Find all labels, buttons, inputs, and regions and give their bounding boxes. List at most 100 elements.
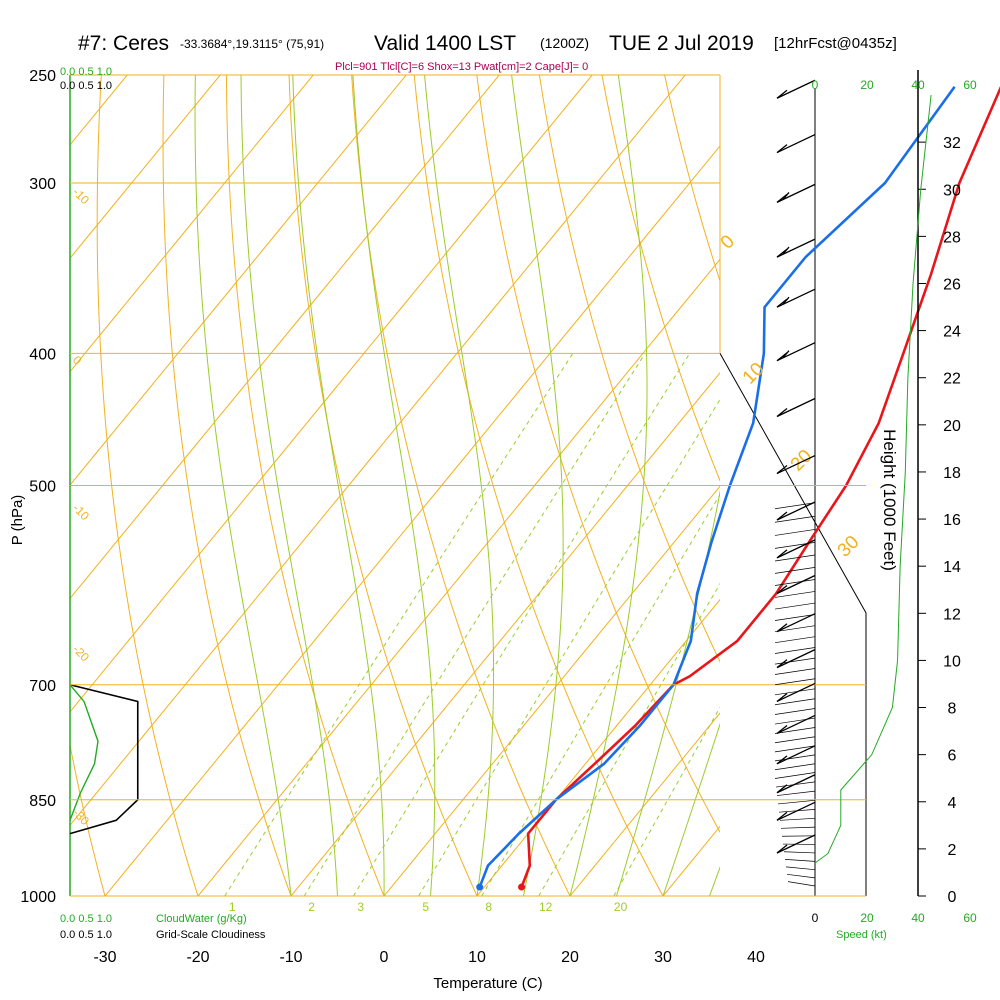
height-tick-label: 26 [943,276,961,293]
station-name: #7: Ceres [78,32,169,55]
height-tick-label: 4 [948,795,957,812]
isotherm-label: -10 [70,501,92,523]
isotherm-line [70,75,314,373]
cloudwater-scale-top: 0.0 0.5 1.0 [60,66,112,78]
height-tick-label: 18 [943,465,961,482]
temperature-tick-label: 10 [468,949,486,966]
isotherm-line [569,712,720,896]
pressure-tick-label: 250 [29,68,56,85]
height-tick-label: 10 [943,653,961,670]
wind-barb-flag [776,844,788,854]
wind-barb-shaft [776,288,816,308]
wind-barb-fine [774,727,816,734]
cloudwater-line [69,684,99,821]
dry-adiabat-line [225,75,385,896]
isotherm-line [383,485,720,896]
y-axis-title: P (hPa) [9,495,26,546]
wind-barb-fine [774,542,816,549]
wind-barb-flag [776,89,788,99]
wind-barb-flag [776,623,788,633]
wind-barb-shaft [776,649,816,669]
dry-adiabat-line [852,75,1000,896]
dry-adiabat-line [977,75,1000,896]
height-tick-label: 16 [943,512,961,529]
isotherm-label: -20 [70,642,92,664]
moist-adiabat-line [194,75,292,896]
moist-adiabat-line [569,75,648,896]
wind-barb-fine [774,502,816,510]
height-axis-title: Height (1000 Feet) [880,429,899,571]
dry-adiabat-line [413,75,664,896]
wind-barb-flag [776,549,788,559]
pressure-tick-label: 700 [29,678,56,695]
wind-barb-flag [776,465,788,475]
wind-barb-fine [774,736,816,744]
wind-barb-fine [774,717,816,725]
wind-barb-fine [774,763,816,771]
speed-tick-bottom: 40 [911,911,925,925]
wind-barb-fine [774,668,816,675]
wind-barb-fine [774,708,816,715]
wind-barb-shaft [776,539,816,559]
surface-temperature-point [518,883,526,891]
isotherm-line [70,75,593,713]
mixing-ratio-label: 3 [357,900,364,914]
wind-barb [776,574,816,595]
wind-panel-edge [719,353,867,896]
isotherm-line [70,75,686,827]
wind-barb-fine [786,873,816,879]
dry-adiabat-line [351,75,571,896]
mixing-ratio-label: 20 [614,900,628,914]
cloudwater-label: CloudWater (g/Kg) [156,913,247,925]
wind-barb-shaft [776,774,816,794]
chart-footer: 0.0 0.5 1.0 0.0 0.5 1.0 0.0 0.5 1.0 Clou… [9,66,899,992]
temperature-tick-label: 30 [654,949,672,966]
wind-barb-fine [774,657,816,665]
moist-adiabat-line [424,75,495,896]
wind-barb-fine [774,772,816,779]
isotherm-line [197,258,720,896]
wind-barb-fine [785,866,816,871]
mixing-ratio-label: 1 [229,900,236,914]
dry-adiabat-line [476,75,720,834]
wind-barb-flag-half [782,350,790,359]
wind-barb-fine [775,781,816,788]
cloudiness-scale-bottom: 0.0 0.5 1.0 [60,929,112,941]
wind-barb-shaft [776,801,816,821]
wind-barb-fine [774,515,816,523]
mixing-ratio-line [418,398,720,896]
wind-barb-fine [777,799,816,805]
wind-barb [776,501,816,521]
wind-barb-flag-half [782,296,790,305]
temperature-tick-label: -30 [93,949,116,966]
wind-barb-flag-half [782,191,790,200]
speed-tick-top: 60 [963,78,977,92]
height-tick-label: 32 [943,135,961,152]
height-tick-label: 0 [948,889,957,906]
wind-barb-shaft [776,613,816,633]
speed-label: Speed (kt) [836,929,887,941]
wind-barb [776,342,816,362]
wind-barb-flag [776,144,788,154]
height-tick-label: 30 [943,182,961,199]
moist-adiabat-line [352,75,436,896]
wind-barb-shaft [776,682,816,703]
wind-barb-fine [783,851,816,854]
wind-barb-shaft [776,454,816,475]
wind-barb-fine [784,859,816,862]
pressure-tick-label: 300 [29,176,56,193]
speed-tick-top: 40 [911,78,925,92]
height-tick-label: 14 [943,559,961,576]
wind-barb-shaft [776,342,816,362]
wind-barb [776,539,816,559]
mixing-ratio-line [613,706,720,896]
wind-barb-shaft [776,574,816,595]
wind-barb [776,79,816,99]
dry-adiabat-line [162,75,292,896]
valid-date: TUE 2 Jul 2019 [609,32,754,55]
wind-barb-fine [774,754,816,762]
height-tick-label: 8 [948,701,957,718]
speed-tick-top: 20 [860,78,874,92]
temperature-tick-label: -10 [279,949,302,966]
wind-barb-fine [787,881,816,887]
